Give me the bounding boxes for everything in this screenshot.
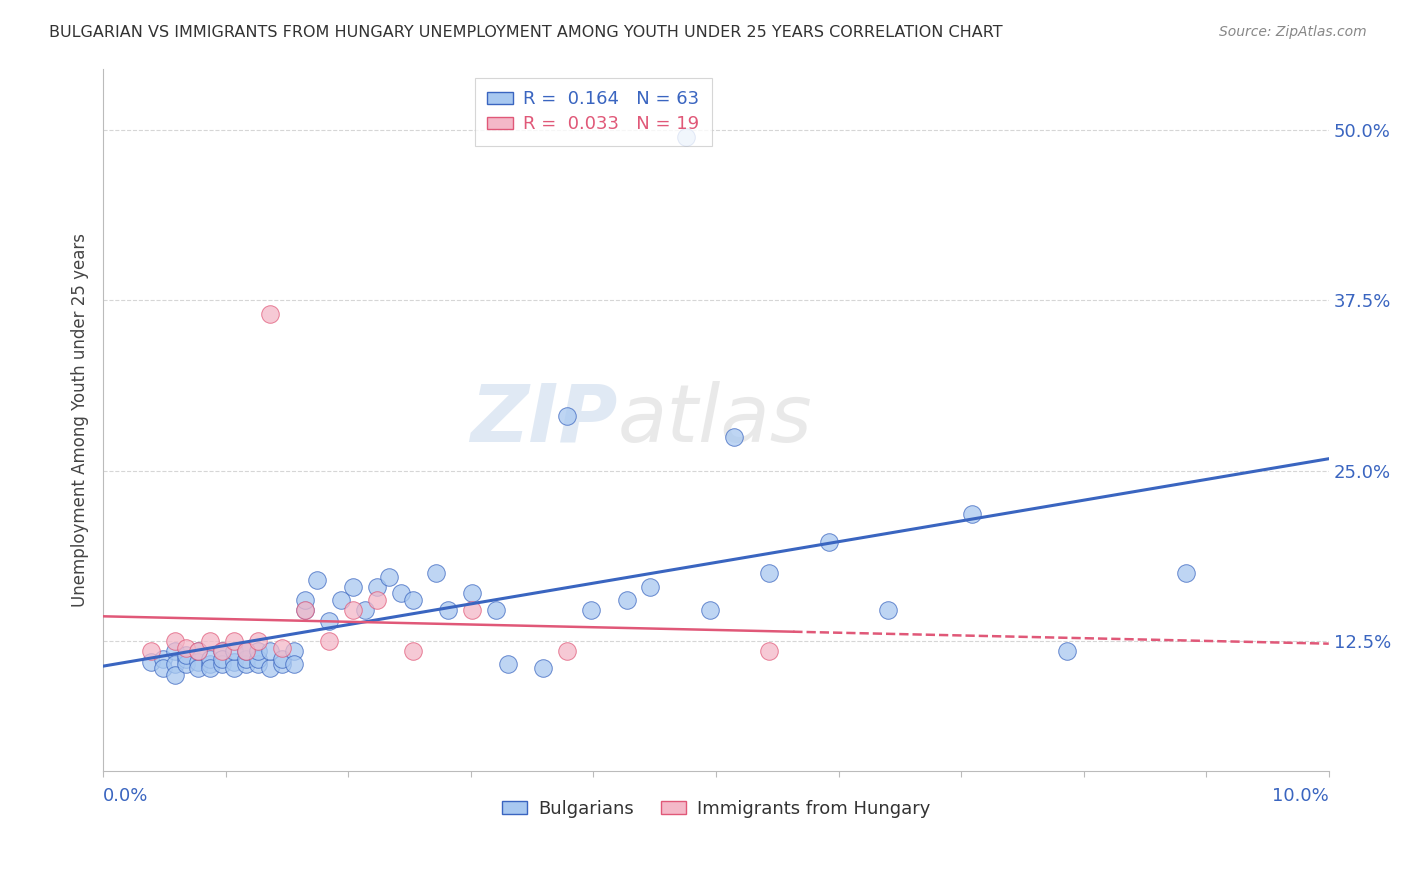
- Point: [366, 593, 388, 607]
- Point: [200, 652, 222, 666]
- Point: [1056, 643, 1078, 657]
- Point: [211, 643, 233, 657]
- Point: [235, 643, 257, 657]
- Text: 0.0%: 0.0%: [103, 787, 149, 805]
- Point: [342, 603, 364, 617]
- Point: [318, 634, 340, 648]
- Point: [640, 580, 662, 594]
- Point: [176, 640, 198, 655]
- Point: [401, 593, 423, 607]
- Point: [246, 634, 269, 648]
- Point: [342, 580, 364, 594]
- Point: [163, 668, 186, 682]
- Point: [211, 657, 233, 672]
- Point: [211, 643, 233, 657]
- Point: [283, 657, 305, 672]
- Text: atlas: atlas: [617, 381, 813, 458]
- Point: [531, 661, 554, 675]
- Point: [270, 652, 292, 666]
- Point: [461, 603, 484, 617]
- Point: [270, 657, 292, 672]
- Point: [222, 643, 245, 657]
- Point: [294, 603, 316, 617]
- Point: [187, 655, 209, 669]
- Point: [330, 593, 353, 607]
- Point: [259, 661, 281, 675]
- Text: 10.0%: 10.0%: [1272, 787, 1329, 805]
- Point: [377, 570, 399, 584]
- Point: [723, 430, 745, 444]
- Point: [1175, 566, 1198, 580]
- Point: [176, 657, 198, 672]
- Point: [425, 566, 447, 580]
- Point: [187, 661, 209, 675]
- Point: [758, 566, 780, 580]
- Point: [675, 129, 697, 144]
- Point: [758, 643, 780, 657]
- Point: [163, 634, 186, 648]
- Point: [152, 661, 174, 675]
- Point: [235, 643, 257, 657]
- Point: [270, 640, 292, 655]
- Point: [389, 586, 412, 600]
- Point: [366, 580, 388, 594]
- Point: [699, 603, 721, 617]
- Point: [246, 657, 269, 672]
- Text: Source: ZipAtlas.com: Source: ZipAtlas.com: [1219, 25, 1367, 39]
- Point: [877, 603, 900, 617]
- Point: [246, 643, 269, 657]
- Point: [163, 657, 186, 672]
- Point: [200, 634, 222, 648]
- Point: [235, 652, 257, 666]
- Point: [818, 534, 841, 549]
- Point: [259, 643, 281, 657]
- Point: [401, 643, 423, 657]
- Point: [222, 634, 245, 648]
- Point: [496, 657, 519, 672]
- Point: [960, 508, 983, 522]
- Point: [318, 614, 340, 628]
- Point: [555, 409, 578, 424]
- Point: [485, 603, 508, 617]
- Point: [176, 652, 198, 666]
- Legend: Bulgarians, Immigrants from Hungary: Bulgarians, Immigrants from Hungary: [495, 792, 938, 825]
- Point: [616, 593, 638, 607]
- Point: [259, 307, 281, 321]
- Point: [139, 643, 162, 657]
- Point: [555, 643, 578, 657]
- Point: [187, 643, 209, 657]
- Point: [222, 655, 245, 669]
- Point: [437, 603, 460, 617]
- Point: [579, 603, 602, 617]
- Point: [283, 643, 305, 657]
- Point: [200, 657, 222, 672]
- Point: [200, 661, 222, 675]
- Point: [139, 655, 162, 669]
- Text: BULGARIAN VS IMMIGRANTS FROM HUNGARY UNEMPLOYMENT AMONG YOUTH UNDER 25 YEARS COR: BULGARIAN VS IMMIGRANTS FROM HUNGARY UNE…: [49, 25, 1002, 40]
- Y-axis label: Unemployment Among Youth under 25 years: Unemployment Among Youth under 25 years: [72, 233, 89, 607]
- Point: [152, 652, 174, 666]
- Point: [222, 661, 245, 675]
- Point: [211, 652, 233, 666]
- Point: [187, 643, 209, 657]
- Point: [246, 652, 269, 666]
- Point: [461, 586, 484, 600]
- Point: [294, 593, 316, 607]
- Point: [307, 573, 329, 587]
- Point: [294, 603, 316, 617]
- Point: [163, 643, 186, 657]
- Point: [235, 657, 257, 672]
- Point: [176, 648, 198, 662]
- Point: [354, 603, 377, 617]
- Text: ZIP: ZIP: [471, 381, 617, 458]
